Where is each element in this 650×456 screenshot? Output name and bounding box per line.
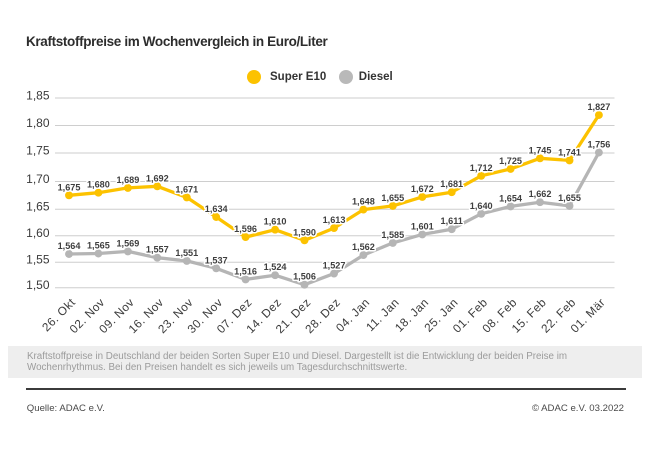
svg-text:1,524: 1,524 bbox=[264, 262, 288, 272]
svg-text:1,601: 1,601 bbox=[411, 221, 434, 231]
svg-text:1,537: 1,537 bbox=[205, 255, 228, 265]
svg-text:1,60: 1,60 bbox=[26, 226, 50, 240]
svg-text:1,827: 1,827 bbox=[587, 102, 610, 112]
svg-text:1,756: 1,756 bbox=[587, 140, 610, 150]
svg-text:1,675: 1,675 bbox=[58, 182, 81, 192]
svg-text:1,85: 1,85 bbox=[26, 88, 50, 102]
svg-text:1,672: 1,672 bbox=[411, 184, 434, 194]
svg-text:1,50: 1,50 bbox=[26, 278, 50, 292]
svg-text:1,55: 1,55 bbox=[26, 253, 50, 267]
svg-text:1,610: 1,610 bbox=[264, 217, 287, 227]
svg-text:1,562: 1,562 bbox=[352, 242, 375, 252]
svg-text:1,611: 1,611 bbox=[441, 216, 463, 226]
svg-text:1,75: 1,75 bbox=[26, 143, 50, 157]
svg-text:1,551: 1,551 bbox=[175, 248, 198, 258]
svg-text:1,680: 1,680 bbox=[87, 180, 110, 190]
svg-text:1,648: 1,648 bbox=[352, 197, 375, 207]
svg-text:1,585: 1,585 bbox=[381, 230, 404, 240]
svg-text:1,654: 1,654 bbox=[499, 193, 523, 203]
svg-text:1,506: 1,506 bbox=[293, 272, 316, 282]
svg-text:1,671: 1,671 bbox=[175, 184, 198, 194]
svg-text:1,725: 1,725 bbox=[499, 156, 522, 166]
svg-text:1,65: 1,65 bbox=[26, 200, 50, 214]
svg-text:1,527: 1,527 bbox=[323, 261, 346, 271]
svg-text:1,655: 1,655 bbox=[558, 193, 581, 203]
svg-text:1,692: 1,692 bbox=[146, 173, 169, 183]
svg-text:1,741: 1,741 bbox=[558, 147, 581, 157]
svg-text:1,613: 1,613 bbox=[323, 215, 346, 225]
svg-text:1,565: 1,565 bbox=[87, 241, 110, 251]
svg-text:1,662: 1,662 bbox=[529, 189, 552, 199]
svg-text:1,557: 1,557 bbox=[146, 245, 169, 255]
svg-text:1,70: 1,70 bbox=[26, 172, 50, 186]
svg-text:1,640: 1,640 bbox=[470, 201, 493, 211]
svg-text:1,689: 1,689 bbox=[116, 175, 139, 185]
svg-text:1,681: 1,681 bbox=[440, 179, 463, 189]
svg-text:1,590: 1,590 bbox=[293, 227, 316, 237]
svg-text:1,569: 1,569 bbox=[116, 238, 139, 248]
svg-text:1,596: 1,596 bbox=[234, 224, 257, 234]
svg-text:1,564: 1,564 bbox=[58, 241, 82, 251]
svg-text:1,516: 1,516 bbox=[234, 266, 257, 276]
svg-text:1,745: 1,745 bbox=[529, 145, 552, 155]
svg-text:1,712: 1,712 bbox=[470, 163, 493, 173]
svg-text:1,634: 1,634 bbox=[205, 204, 229, 214]
svg-text:1,80: 1,80 bbox=[26, 116, 50, 130]
svg-text:1,655: 1,655 bbox=[381, 193, 404, 203]
